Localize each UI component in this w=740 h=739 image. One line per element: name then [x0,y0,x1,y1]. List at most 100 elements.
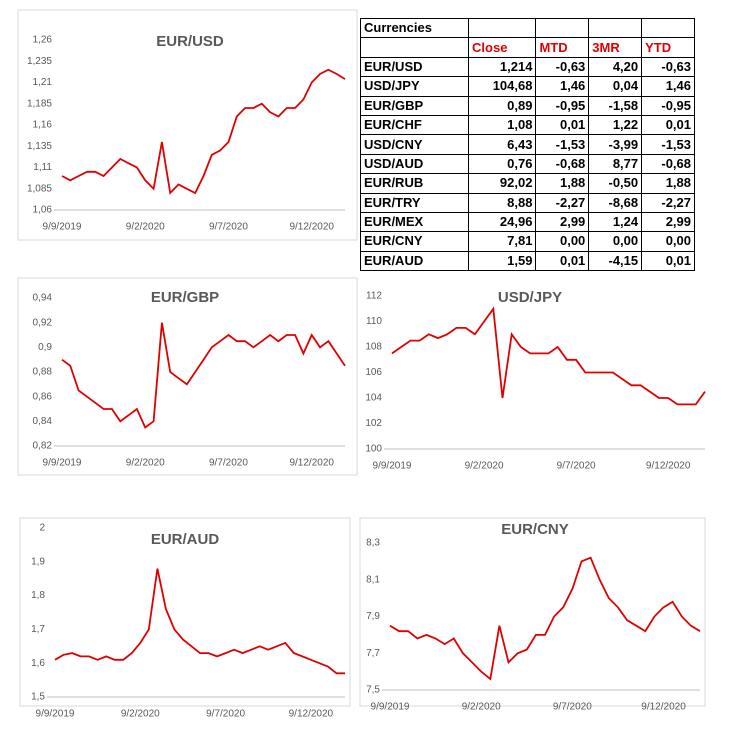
column-header: 3MR [588,37,643,58]
cell [588,17,643,39]
y-tick-label: 0,94 [33,293,53,304]
value-cell: 0,89 [468,95,537,116]
value-cell: -3,99 [588,134,643,155]
x-tick-label: 9/2/2020 [126,222,165,233]
value-cell: 7,81 [468,231,537,252]
table-row: USD/JPY 104,68 1,46 0,04 1,46 [359,76,695,97]
pair-cell: EUR/GBP [359,95,470,116]
value-cell: 1,88 [535,173,590,194]
chart-frame [17,9,358,241]
y-tick-label: 1,7 [31,624,45,635]
table-row: EUR/CNY 7,81 0,00 0,00 0,00 [359,231,695,252]
pair-cell: EUR/MEX [359,211,470,233]
series-line [389,556,701,681]
value-cell: 6,43 [468,134,537,155]
x-tick-label: 9/2/2020 [462,702,501,713]
chart-title: EUR/GBP [151,289,219,306]
cell [535,17,590,39]
x-tick-label: 9/9/2019 [36,709,75,720]
pair-cell: USD/AUD [359,153,470,175]
y-tick-label: 8,1 [366,574,380,585]
y-tick-label: 1,9 [31,556,45,567]
value-cell: 2,99 [535,211,590,233]
chart-title: USD/JPY [498,289,562,306]
y-tick-label: 106 [365,367,382,378]
table-title: Currencies [359,17,470,39]
y-tick-label: 1,26 [33,35,53,46]
chart-title: EUR/CNY [501,521,569,538]
value-cell: -0,68 [535,153,590,175]
y-tick-label: 1,11 [33,162,52,173]
cell [468,17,537,39]
x-tick-label: 9/12/2020 [289,222,334,233]
value-cell: 1,08 [468,114,537,136]
value-cell: -1,53 [535,134,590,155]
pair-cell: USD/CNY [359,134,470,155]
series-line [61,68,346,195]
value-cell: -0,95 [641,95,695,116]
chart-frame [17,277,358,476]
x-tick-label: 9/2/2020 [121,709,160,720]
y-tick-label: 0,88 [33,367,53,378]
x-tick-label: 9/12/2020 [641,702,686,713]
value-cell: -4,15 [588,250,643,272]
y-tick-label: 7,5 [366,685,380,696]
y-tick-label: 112 [366,291,382,302]
table-row: EUR/CHF 1,08 0,01 1,22 0,01 [359,114,695,136]
table-row: EUR/TRY 8,88 -2,27 -8,68 -2,27 [359,192,695,213]
value-cell: 0,01 [535,114,590,136]
y-tick-label: 1,085 [27,183,52,194]
value-cell: -0,95 [535,95,590,116]
x-tick-label: 9/9/2019 [43,222,82,233]
column-header: Close [468,37,537,58]
y-tick-label: 0,84 [33,416,53,427]
y-tick-label: 1,8 [31,590,45,601]
x-tick-label: 9/7/2020 [209,458,248,469]
value-cell: 4,20 [588,56,643,78]
value-cell: 1,46 [641,76,695,97]
value-cell: 0,00 [641,231,695,252]
value-cell: -0,63 [641,56,695,78]
x-tick-label: 9/12/2020 [289,458,334,469]
value-cell: -0,63 [535,56,590,78]
value-cell: 0,01 [641,250,695,272]
y-tick-label: 1,16 [33,120,53,131]
y-tick-label: 2 [39,523,45,534]
y-tick-label: 1,235 [27,56,52,67]
value-cell: 92,02 [468,173,537,194]
y-tick-label: 0,82 [33,441,53,452]
table-row: EUR/MEX 24,96 2,99 1,24 2,99 [359,211,695,233]
series-line [54,568,345,675]
y-tick-label: 1,185 [27,98,52,109]
value-cell: -2,27 [535,192,590,213]
value-cell: 24,96 [468,211,537,233]
table-row: EUR/RUB 92,02 1,88 -0,50 1,88 [359,173,695,194]
x-tick-label: 9/7/2020 [209,222,248,233]
value-cell: 104,68 [468,76,537,97]
pair-cell: USD/JPY [359,76,470,97]
value-cell: -1,53 [641,134,695,155]
series-line [61,322,346,429]
pair-cell: EUR/TRY [359,192,470,213]
table-row: USD/CNY 6,43 -1,53 -3,99 -1,53 [359,134,695,155]
value-cell: 0,01 [535,250,590,272]
pair-cell: EUR/USD [359,56,470,78]
value-cell: -0,50 [588,173,643,194]
y-tick-label: 108 [365,342,382,353]
currency-table: Currencies Close MTD 3MR YTD EUR/USD 1,214 -0,… [359,17,695,272]
chart-frame [19,517,351,707]
value-cell: 1,59 [468,250,537,272]
y-tick-label: 1,06 [33,205,53,216]
table-row: EUR/GBP 0,89 -0,95 -1,58 -0,95 [359,95,695,116]
y-tick-label: 102 [365,418,382,429]
y-tick-label: 1,135 [27,141,52,152]
value-cell: 0,00 [588,231,643,252]
value-cell: 1,46 [535,76,590,97]
chart-title: EUR/USD [156,33,224,50]
value-cell: 2,99 [641,211,695,233]
value-cell: -0,68 [641,153,695,175]
header-row: Close MTD 3MR YTD [359,37,695,58]
table-row: EUR/AUD 1,59 0,01 -4,15 0,01 [359,250,695,272]
pair-cell: EUR/CNY [359,231,470,252]
